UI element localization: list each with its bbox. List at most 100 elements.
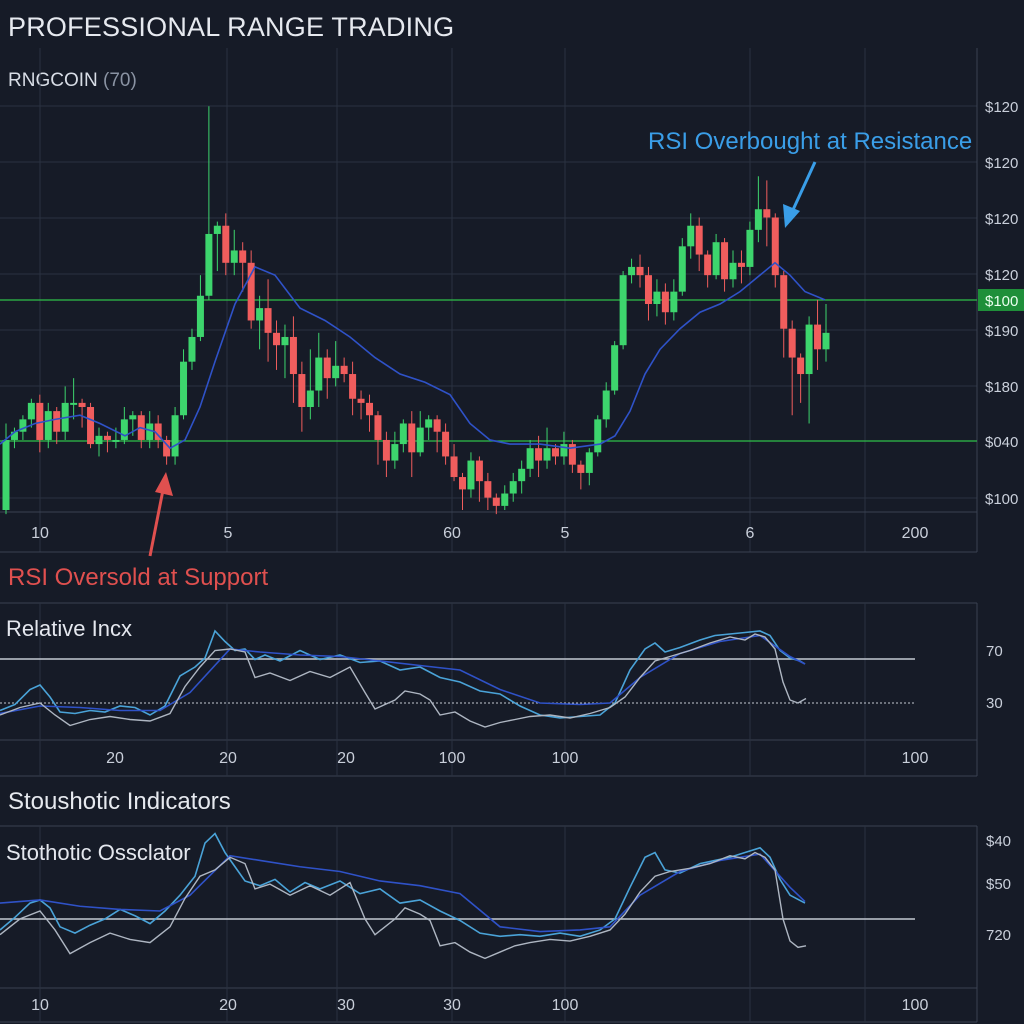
candle (256, 295, 264, 350)
candle (484, 472, 492, 510)
candle (171, 407, 179, 465)
candle-body (289, 336, 297, 375)
candle-body (399, 423, 407, 445)
candle (805, 316, 813, 424)
stochastic-x-axis: 10 20 30 30 100 100 (31, 997, 928, 1014)
candle (535, 435, 543, 478)
candle-body (560, 444, 568, 457)
candle-body (737, 262, 745, 267)
candle (340, 357, 348, 383)
candle (450, 444, 458, 482)
candle-body (112, 439, 120, 442)
candle (374, 411, 382, 465)
candle (399, 419, 407, 453)
rsi-y-tick-label: 30 (986, 695, 1003, 712)
candle (822, 304, 830, 362)
overbought-annotation: RSI Overbought at Resistance (648, 128, 973, 155)
candle (653, 279, 661, 317)
price-y-tick-highlight (978, 289, 1024, 311)
candle-body (129, 415, 137, 420)
candle-body (70, 402, 78, 405)
candle (213, 221, 221, 272)
candle-body (366, 402, 374, 416)
candle-body (661, 291, 669, 313)
candle-body (416, 427, 424, 453)
candle (721, 238, 729, 292)
candle (95, 427, 103, 457)
candle (509, 472, 517, 502)
page-title: PROFESSIONAL RANGE TRADING (8, 12, 455, 42)
stochastic-y-axis: $40 $50 720 (986, 833, 1011, 944)
sto-y-tick-label: $40 (986, 833, 1011, 850)
price-chart[interactable]: $120 $120 $120 $120 $100 $190 $180 $040 $100 10 5… (0, 0, 1024, 560)
overbought-arrow (783, 161, 817, 228)
candle-body (298, 374, 306, 407)
candle-body (780, 275, 788, 329)
candle-body (256, 308, 264, 321)
candle-body (180, 361, 188, 416)
candle-body (332, 365, 340, 379)
price-y-tick-label: $180 (985, 379, 1018, 396)
candle-body (120, 419, 128, 440)
candle (408, 411, 416, 478)
symbol-period: (70) (103, 70, 137, 91)
candle-body (619, 275, 627, 346)
candle (729, 250, 737, 288)
candle-body (822, 332, 830, 350)
candle (349, 361, 357, 416)
price-y-tick-label: $190 (985, 323, 1018, 340)
candle (670, 279, 678, 321)
candle-body (712, 242, 720, 276)
candle-body (154, 423, 162, 440)
candle (754, 176, 762, 243)
price-x-tick-label: 60 (443, 525, 461, 542)
price-moving-average-line (0, 261, 826, 450)
candle (222, 213, 230, 276)
price-y-tick-label: $040 (985, 434, 1018, 451)
candle-body (196, 295, 204, 337)
candle (543, 427, 551, 469)
price-x-tick-label: 6 (746, 525, 755, 542)
candle-body (323, 357, 331, 379)
rsi-x-tick-label: 20 (106, 750, 124, 767)
price-x-tick-label: 5 (561, 525, 570, 542)
candle-body (797, 357, 805, 375)
rsi-x-tick-label: 20 (219, 750, 237, 767)
candle-body (146, 423, 154, 440)
candle (678, 238, 686, 296)
candle-body (357, 398, 365, 403)
candle-body (551, 448, 559, 457)
candle (594, 415, 602, 457)
rsi-x-tick-label: 100 (552, 750, 579, 767)
candle-body (349, 374, 357, 399)
candle-body (27, 402, 35, 420)
candle (611, 341, 619, 395)
candle-body (585, 452, 593, 473)
candle (103, 431, 111, 453)
candle-body (44, 411, 52, 440)
candle-body (636, 266, 644, 276)
candle-body (644, 275, 652, 304)
candle (780, 271, 788, 358)
candle-body (670, 291, 678, 313)
candle-body (95, 435, 103, 445)
candle (289, 316, 297, 403)
candle (746, 221, 754, 276)
candle (10, 427, 18, 449)
candle (526, 439, 534, 478)
rsi-x-tick-label: 20 (337, 750, 355, 767)
candle (628, 258, 636, 284)
candle (247, 250, 255, 329)
candle-body (205, 233, 213, 296)
candle-body (247, 262, 255, 321)
price-y-tick-label: $120 (985, 211, 1018, 228)
candle-body (687, 225, 695, 247)
oversold-annotation: RSI Oversold at Support (8, 564, 269, 591)
rsi-levels (0, 658, 915, 704)
rsi-x-axis: 20 20 20 100 100 100 (106, 750, 928, 767)
candle-body (273, 332, 281, 346)
candle (281, 324, 289, 379)
